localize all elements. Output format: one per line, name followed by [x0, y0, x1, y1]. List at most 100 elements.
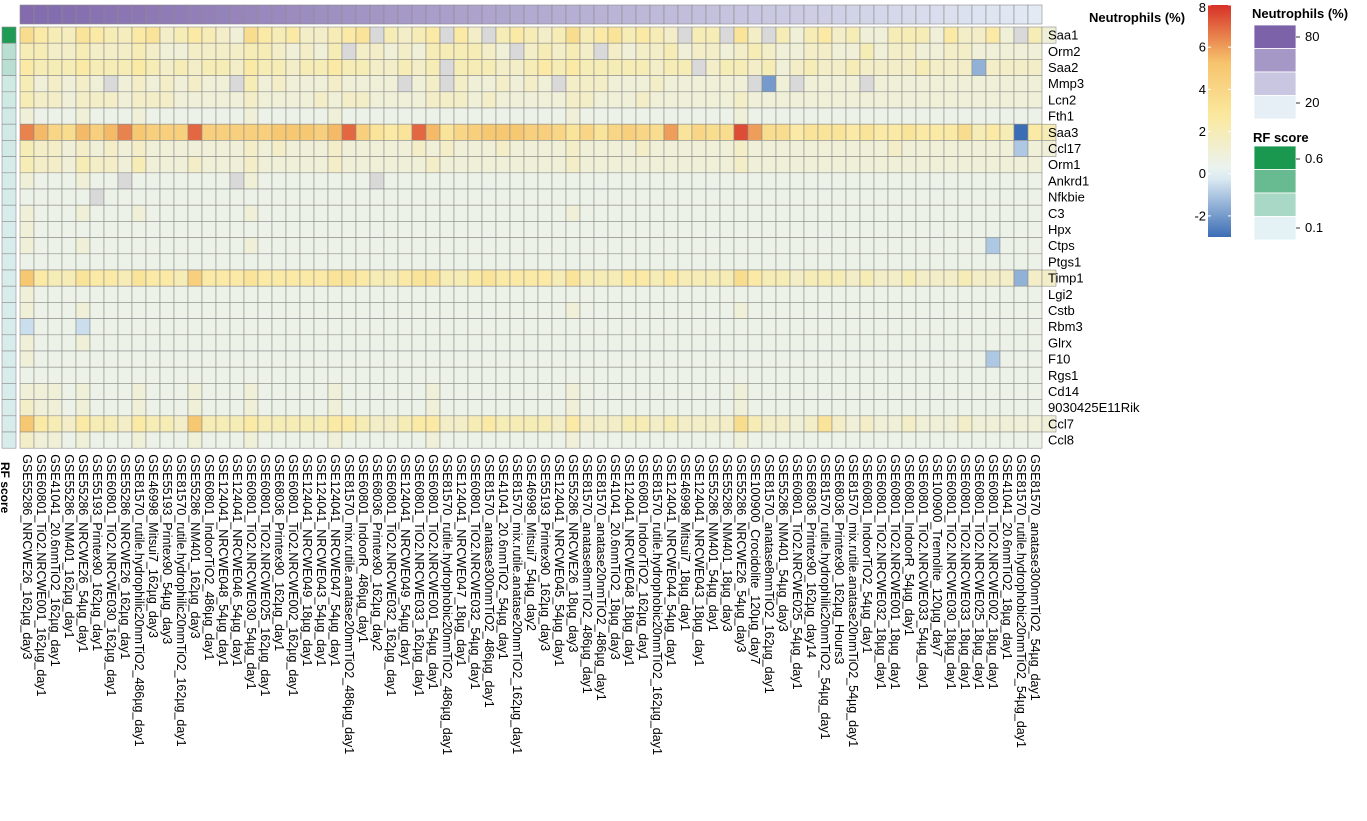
heatmap-cell: [146, 108, 160, 124]
heatmap-cell: [230, 270, 244, 286]
heatmap-cell: [62, 335, 76, 351]
heatmap-cell: [608, 43, 622, 59]
heatmap-cell: [356, 367, 370, 383]
heatmap-cell: [818, 140, 832, 156]
heatmap-cell: [174, 270, 188, 286]
heatmap-cell: [832, 383, 846, 399]
heatmap-cell: [1000, 254, 1014, 270]
heatmap-cell: [454, 254, 468, 270]
heatmap-cell: [1014, 43, 1028, 59]
neutrophils-annotation-cell: [286, 5, 300, 24]
heatmap-cell: [118, 270, 132, 286]
heatmap-cell: [216, 319, 230, 335]
sample-column-label: GSE60801_TiO2.NRCWE030_18µg_day1: [944, 454, 958, 689]
heatmap-cell: [104, 351, 118, 367]
heatmap-cell: [776, 43, 790, 59]
heatmap-cell: [622, 286, 636, 302]
heatmap-cell: [398, 189, 412, 205]
heatmap-cell: [244, 286, 258, 302]
heatmap-cell: [664, 286, 678, 302]
heatmap-cell: [678, 27, 692, 43]
heatmap-cell: [552, 400, 566, 416]
heatmap-cell: [412, 400, 426, 416]
sample-column-label: GSE60801_TiO2.NRCWE030_54µg_day1: [244, 454, 258, 689]
heatmap-cell: [244, 221, 258, 237]
heatmap-cell: [580, 335, 594, 351]
heatmap-cell: [916, 351, 930, 367]
heatmap-cell: [1000, 383, 1014, 399]
heatmap-cell: [972, 205, 986, 221]
sample-column-label: GSE81570_mix.rutile.anatase20nmTiO2_162µ…: [510, 454, 524, 754]
heatmap-cell: [132, 76, 146, 92]
heatmap-cell: [734, 400, 748, 416]
heatmap-cell: [804, 189, 818, 205]
heatmap-cell: [594, 76, 608, 92]
heatmap-cell: [48, 124, 62, 140]
heatmap-cell: [482, 351, 496, 367]
neutrophils-annotation-cell: [538, 5, 552, 24]
heatmap-cell: [888, 140, 902, 156]
heatmap-cell: [34, 157, 48, 173]
heatmap-cell: [664, 92, 678, 108]
neutrophils-annotation-cell: [384, 5, 398, 24]
heatmap-cell: [930, 416, 944, 432]
heatmap-cell: [664, 254, 678, 270]
heatmap-cell: [734, 108, 748, 124]
neutrophils-annotation-cell: [118, 5, 132, 24]
heatmap-cell: [818, 92, 832, 108]
heatmap-cell: [748, 157, 762, 173]
heatmap-cell: [986, 270, 1000, 286]
heatmap-cell: [454, 367, 468, 383]
heatmap-cell: [216, 254, 230, 270]
heatmap-cell: [678, 400, 692, 416]
heatmap-cell: [20, 173, 34, 189]
heatmap-cell: [244, 416, 258, 432]
heatmap-cell: [888, 351, 902, 367]
heatmap-cell: [636, 367, 650, 383]
heatmap-cell: [1000, 221, 1014, 237]
heatmap-cell: [258, 157, 272, 173]
heatmap-cell: [62, 76, 76, 92]
heatmap-cell: [930, 432, 944, 448]
heatmap-cell: [62, 367, 76, 383]
heatmap-cell: [230, 432, 244, 448]
heatmap-cell: [440, 238, 454, 254]
heatmap-cell: [916, 43, 930, 59]
heatmap-cell: [874, 432, 888, 448]
heatmap-cell: [650, 59, 664, 75]
heatmap-cell: [398, 254, 412, 270]
heatmap-cell: [664, 43, 678, 59]
heatmap-cell: [706, 335, 720, 351]
neutrophils-annotation-cell: [230, 5, 244, 24]
heatmap-cell: [846, 173, 860, 189]
neutrophils-annotation-cell: [216, 5, 230, 24]
heatmap-cell: [888, 319, 902, 335]
heatmap-cell: [846, 140, 860, 156]
heatmap-cell: [76, 173, 90, 189]
neutrophils-annotation-cell: [90, 5, 104, 24]
heatmap-cell: [160, 27, 174, 43]
heatmap-cell: [678, 432, 692, 448]
heatmap-cell: [748, 173, 762, 189]
heatmap-cell: [804, 367, 818, 383]
heatmap-cell: [818, 319, 832, 335]
heatmap-cell: [958, 400, 972, 416]
heatmap-cell: [748, 302, 762, 318]
heatmap-cell: [622, 76, 636, 92]
heatmap-cell: [762, 59, 776, 75]
heatmap-cell: [440, 383, 454, 399]
heatmap-cell: [874, 270, 888, 286]
heatmap-cell: [804, 383, 818, 399]
heatmap-cell: [762, 27, 776, 43]
heatmap-cell: [426, 351, 440, 367]
heatmap-cell: [566, 140, 580, 156]
heatmap-cell: [776, 108, 790, 124]
heatmap-cell: [720, 383, 734, 399]
neutrophils-annotation-cell: [160, 5, 174, 24]
heatmap-cell: [440, 189, 454, 205]
heatmap-cell: [650, 254, 664, 270]
heatmap-cell: [258, 351, 272, 367]
heatmap-cell: [706, 124, 720, 140]
heatmap-cell: [1014, 254, 1028, 270]
heatmap-cell: [370, 383, 384, 399]
